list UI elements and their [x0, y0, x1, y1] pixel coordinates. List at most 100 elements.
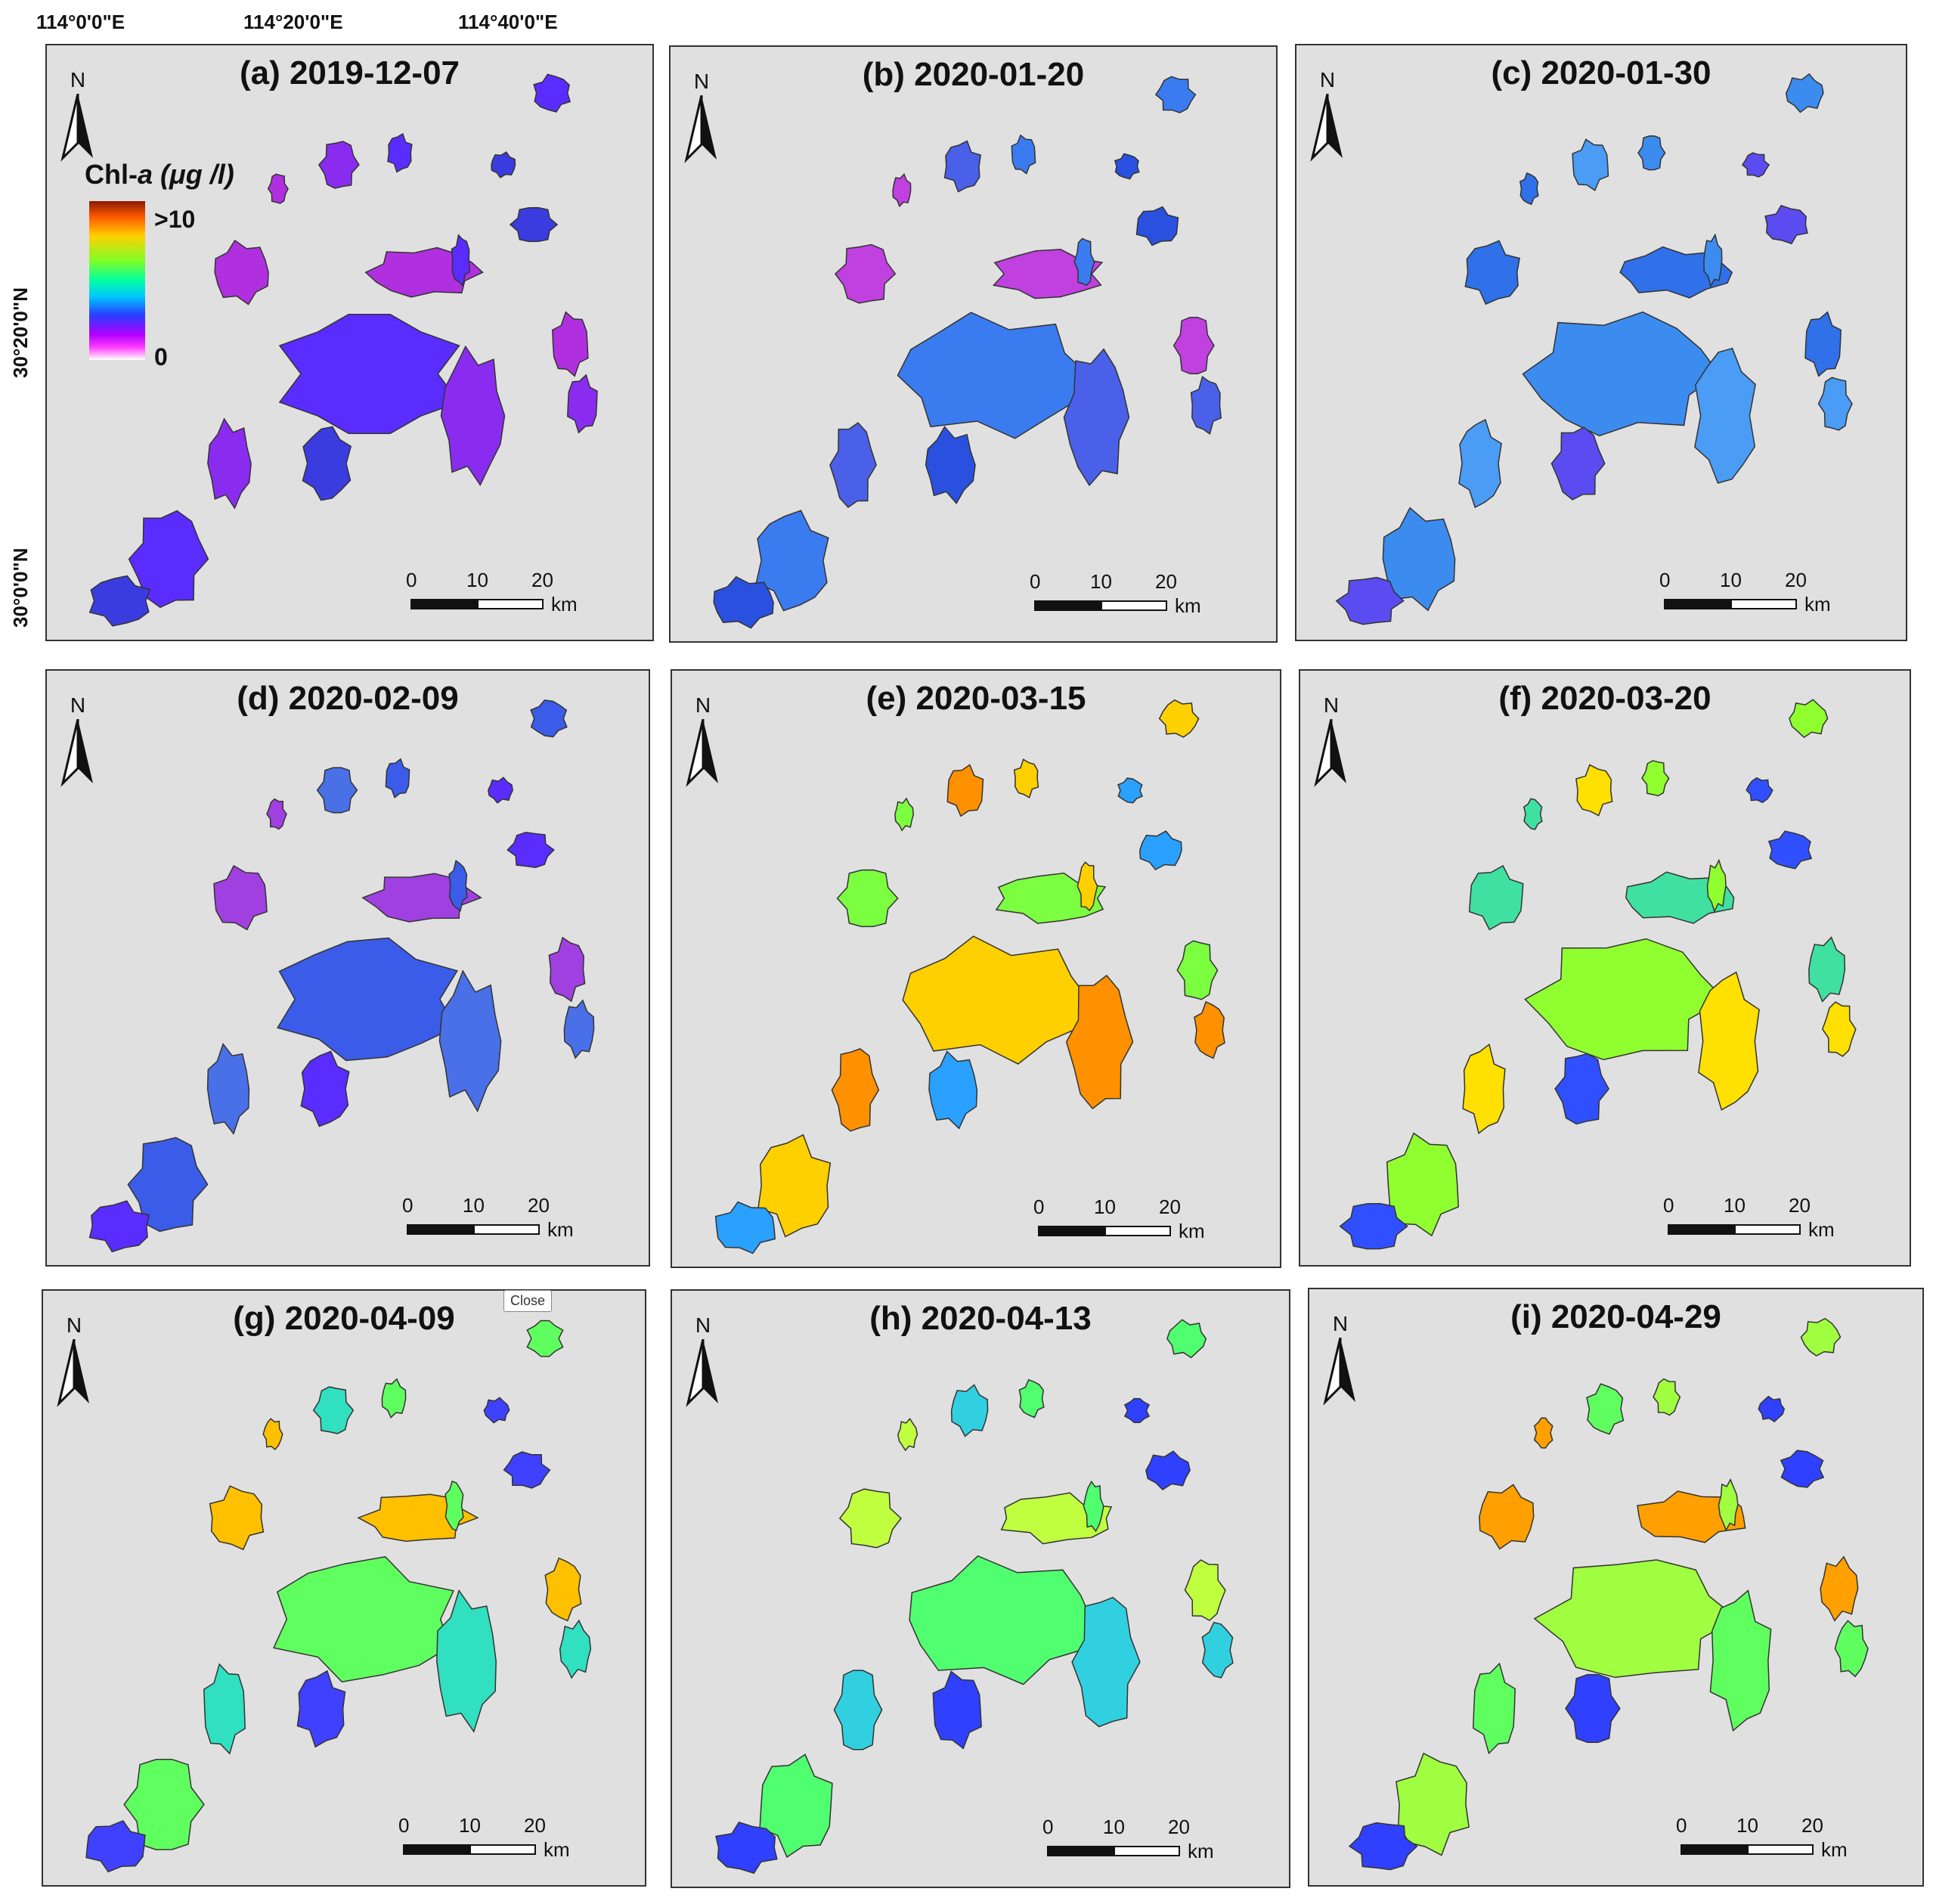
scale-label-20: 20	[1155, 570, 1177, 593]
panel-title: (g) 2020-04-09	[233, 1300, 455, 1337]
panel-title: (b) 2020-01-20	[862, 56, 1085, 93]
lake-shape	[1473, 1662, 1516, 1755]
legend-min-label: 0	[154, 343, 168, 371]
map-panel-c: (c) 2020-01-30 N 0 10 20 km	[1295, 44, 1907, 641]
lake-shape	[836, 869, 899, 928]
panel-title: (i) 2020-04-29	[1510, 1298, 1721, 1335]
lake-shape	[1524, 938, 1726, 1061]
scale-segment-white	[1101, 600, 1167, 611]
lake-shape	[1396, 1752, 1470, 1856]
scale-unit: km	[1188, 1840, 1214, 1862]
north-label: N	[70, 693, 86, 717]
scale-label-10: 10	[1736, 1814, 1758, 1837]
lake-shape	[1718, 1478, 1739, 1532]
lake-shape	[318, 141, 360, 189]
lake-shape	[1572, 138, 1609, 191]
scale-label-10: 10	[1090, 570, 1112, 593]
scale-label-10: 10	[1720, 569, 1742, 591]
lakes-map	[88, 73, 598, 627]
north-label: N	[1319, 68, 1336, 91]
lake-shape	[438, 969, 502, 1113]
panel-title: (c) 2020-01-30	[1491, 54, 1712, 91]
scale-segment-white	[1747, 1844, 1814, 1855]
lake-shape	[277, 937, 458, 1062]
lake-shape	[548, 936, 586, 1003]
north-arrow-icon: N	[680, 70, 725, 163]
lake-shape	[1386, 1132, 1459, 1237]
lake-shape	[526, 1319, 564, 1357]
lake-shape	[757, 1133, 832, 1238]
lake-shape	[123, 1758, 205, 1850]
close-tooltip[interactable]: Close	[503, 1290, 553, 1312]
scale-label-10: 10	[1724, 1194, 1746, 1217]
scale-unit: km	[551, 593, 578, 616]
lake-shape	[1804, 311, 1842, 377]
lake-shape	[909, 1555, 1092, 1685]
legend-color-ramp	[89, 201, 145, 360]
lake-shape	[1464, 240, 1520, 305]
lake-shape	[300, 1050, 350, 1127]
scale-bar: 0 10 20 km	[1659, 564, 1853, 625]
scale-segment-black	[1664, 599, 1730, 609]
map-panel-d: (d) 2020-02-09 N 0 10 20 km	[45, 669, 650, 1267]
panel-title: (a) 2019-12-07	[239, 54, 460, 91]
scale-label-0: 0	[1033, 1195, 1045, 1218]
lake-shape	[1184, 1559, 1226, 1621]
scale-label-10: 10	[1094, 1195, 1116, 1218]
scale-unit: km	[547, 1218, 574, 1241]
lake-shape	[892, 173, 912, 208]
north-arrow-shape	[60, 719, 93, 787]
scale-segment-white	[469, 1844, 536, 1855]
north-arrow-shape	[1310, 94, 1343, 162]
scale-segment-white	[1734, 1224, 1801, 1235]
scale-unit: km	[1808, 1218, 1835, 1241]
lat-label-30-0: 30°0'0"N	[9, 547, 32, 628]
lake-shape	[1382, 507, 1456, 612]
lake-shape	[1076, 861, 1098, 912]
north-label: N	[695, 1313, 711, 1337]
lake-shape	[834, 243, 897, 304]
scale-unit: km	[1804, 593, 1831, 616]
panel-title: (h) 2020-04-13	[869, 1300, 1092, 1337]
north-arrow-icon: N	[56, 68, 101, 162]
lake-shape	[1135, 206, 1179, 247]
scale-label-0: 0	[1042, 1816, 1054, 1838]
lake-shape	[483, 1397, 510, 1424]
scale-label-20: 20	[1789, 1194, 1811, 1217]
scale-bar: 0 10 20 km	[1042, 1811, 1236, 1871]
lake-shape	[567, 374, 598, 434]
lake-shape	[715, 1822, 778, 1875]
north-arrow-shape	[57, 1339, 89, 1407]
lake-shape	[950, 1384, 989, 1437]
scale-bar: 0 10 20 km	[406, 564, 599, 625]
lake-shape	[203, 1663, 246, 1755]
lake-shape	[1479, 1484, 1535, 1550]
scale-segment-white	[477, 599, 544, 609]
scale-label-20: 20	[1168, 1816, 1190, 1838]
lake-shape	[1641, 760, 1670, 797]
scale-label-0: 0	[402, 1194, 414, 1217]
scale-bar: 0 10 20 km	[1663, 1189, 1857, 1250]
lake-shape	[559, 1619, 592, 1679]
map-panel-i: (i) 2020-04-29 N 0 10 20 km	[1308, 1288, 1924, 1887]
lakes-map	[1335, 73, 1853, 625]
map-panel-f: (f) 2020-03-20 N 0 10 20 km	[1299, 669, 1911, 1267]
lake-shape	[1565, 1673, 1621, 1744]
lake-shape	[1173, 316, 1215, 375]
lake-shape	[1114, 153, 1140, 180]
lake-shape	[759, 1754, 833, 1859]
scale-unit: km	[1821, 1838, 1848, 1861]
scale-label-20: 20	[528, 1194, 550, 1217]
lake-shape	[506, 832, 555, 868]
lake-shape	[831, 1048, 880, 1132]
lake-shape	[1698, 971, 1760, 1111]
lake-shape	[1523, 798, 1543, 830]
lakes-map	[714, 699, 1225, 1254]
lakes-map	[1348, 1317, 1869, 1871]
lake-shape	[1065, 974, 1134, 1110]
lake-shape	[1013, 758, 1039, 799]
north-arrow-icon: N	[1309, 693, 1355, 787]
lake-shape	[1817, 377, 1853, 431]
lake-shape	[440, 345, 506, 486]
scale-bar: 0 10 20 km	[1033, 1191, 1227, 1251]
